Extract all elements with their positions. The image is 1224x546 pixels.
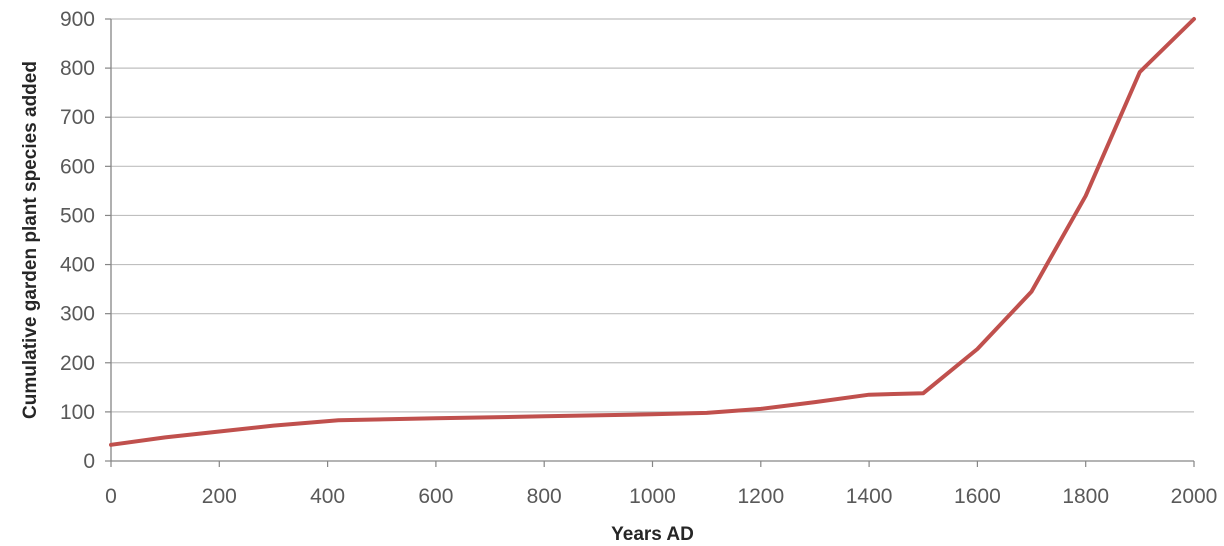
series-group	[109, 17, 1196, 447]
x-tick-label: 1000	[629, 485, 676, 508]
y-tick-label: 600	[60, 155, 95, 178]
x-tick-label: 400	[310, 485, 345, 508]
y-tick-label: 200	[60, 352, 95, 375]
y-tick-label: 700	[60, 106, 95, 129]
y-tick-label: 500	[60, 204, 95, 227]
series-line	[109, 17, 1196, 447]
x-axis-title: Years AD	[611, 524, 694, 545]
x-tick-label: 800	[527, 485, 562, 508]
x-tick-label: 600	[418, 485, 453, 508]
x-tick-label: 1400	[846, 485, 893, 508]
y-axis-title: Cumulative garden plant species added	[20, 61, 41, 419]
y-tick-label: 0	[83, 450, 95, 473]
x-tick-label: 0	[105, 485, 117, 508]
y-tick-label: 800	[60, 57, 95, 80]
x-tick-label: 1800	[1062, 485, 1109, 508]
x-tick-label: 2000	[1171, 485, 1218, 508]
x-tick-label: 200	[202, 485, 237, 508]
y-tick-label: 100	[60, 401, 95, 424]
x-tick-label: 1200	[737, 485, 784, 508]
gridlines	[111, 18, 1194, 413]
y-tick-label: 900	[60, 8, 95, 31]
y-tick-label: 300	[60, 303, 95, 326]
x-axis-ticks: 0 200 400 600 800 1000 1200 1400 1600 1800 2000	[105, 461, 1217, 508]
y-tick-label: 400	[60, 254, 95, 277]
x-tick-label: 1600	[954, 485, 1001, 508]
y-axis-ticks: 0 100 200 300 400 500 600 700 800 900	[60, 8, 111, 473]
